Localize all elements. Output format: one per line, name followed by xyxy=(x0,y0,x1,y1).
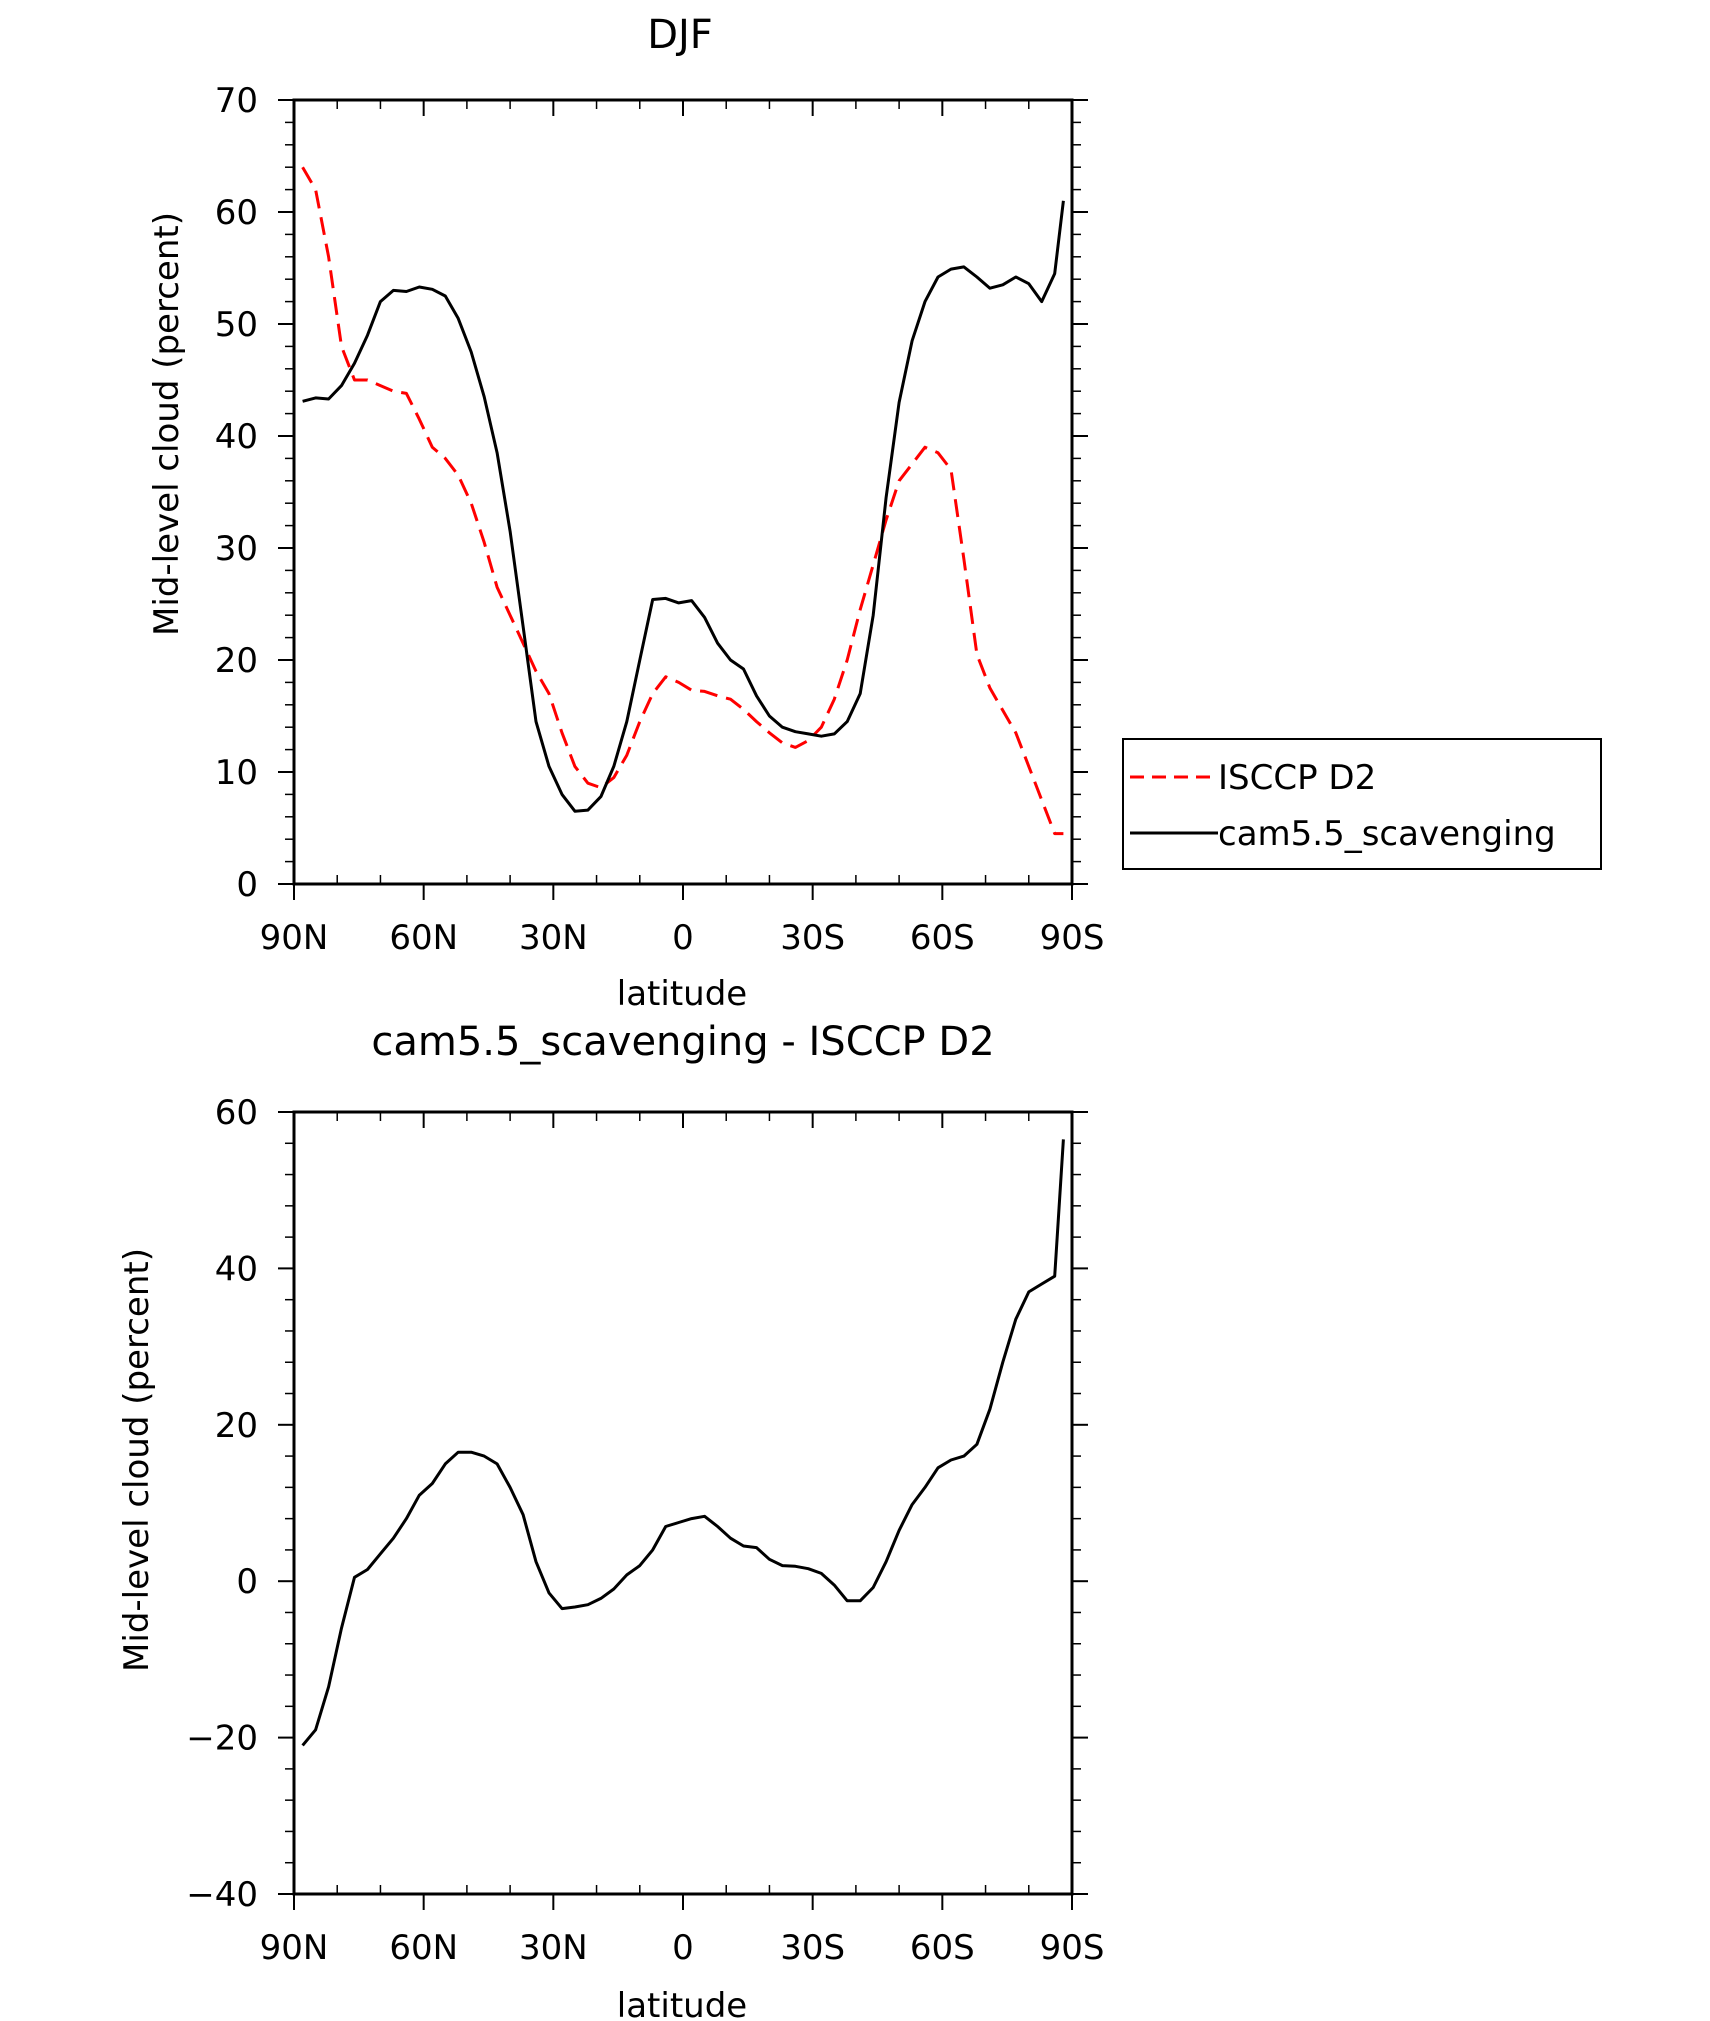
x-tick-label: 60N xyxy=(389,1928,458,1968)
y-tick-label: 30 xyxy=(215,529,258,569)
x-tick-label: 60N xyxy=(389,918,458,958)
series-group xyxy=(301,166,1065,836)
series-group xyxy=(301,1139,1065,1747)
legend: ISCCP D2 cam5.5_scavenging xyxy=(1122,738,1602,870)
x-tick-label: 30N xyxy=(519,918,588,958)
legend-label-isccp: ISCCP D2 xyxy=(1218,758,1376,798)
y-tick-label: 20 xyxy=(215,1406,258,1446)
x-tick-label: 30N xyxy=(519,1928,588,1968)
series-line-difference xyxy=(301,1139,1065,1747)
x-tick-label: 30S xyxy=(780,1928,845,1968)
plot-frame xyxy=(292,1110,1074,1896)
y-tick-label: 0 xyxy=(236,865,258,905)
y-tick-label: 70 xyxy=(215,81,258,121)
x-axis-label: latitude xyxy=(617,974,747,1014)
y-tick-label: −20 xyxy=(186,1719,258,1759)
top-chart: DJF Mid-level cloud (percent) latitude 9… xyxy=(147,12,1602,1014)
y-tick-label: 60 xyxy=(215,1093,258,1133)
x-tick-label: 30S xyxy=(780,918,845,958)
chart-title: cam5.5_scavenging - ISCCP D2 xyxy=(371,1019,994,1065)
chart-title: DJF xyxy=(647,12,713,58)
y-tick-label: 60 xyxy=(215,193,258,233)
y-tick-label: 40 xyxy=(215,417,258,457)
y-tick-label: 20 xyxy=(215,641,258,681)
y-axis-label: Mid-level cloud (percent) xyxy=(117,1248,157,1672)
series-line-cam5-5-scavenging xyxy=(302,200,1065,813)
x-tick-label: 90S xyxy=(1040,1928,1105,1968)
y-tick-label: 10 xyxy=(215,753,258,793)
y-tick-label: 0 xyxy=(236,1562,258,1602)
plot-frame xyxy=(292,98,1074,886)
axis-ticks: 90N 60N 30N 0 30S 60S 90S 0 10 20 30 40 50 60 70 xyxy=(215,81,1105,958)
x-tick-label: 90S xyxy=(1040,918,1105,958)
y-tick-label: −40 xyxy=(186,1875,258,1915)
y-tick-label: 50 xyxy=(215,305,258,345)
x-tick-label: 60S xyxy=(910,1928,975,1968)
legend-box xyxy=(1122,738,1602,870)
legend-label-cam: cam5.5_scavenging xyxy=(1218,814,1556,854)
y-tick-label: 40 xyxy=(215,1249,258,1289)
axis-ticks: 90N 60N 30N 0 30S 60S 90S −40 −20 0 20 40 60 xyxy=(186,1093,1104,1968)
x-axis-label: latitude xyxy=(617,1986,747,2021)
bottom-chart: cam5.5_scavenging - ISCCP D2 Mid-level c… xyxy=(117,1019,1104,2021)
x-tick-label: 0 xyxy=(672,1928,694,1968)
x-tick-label: 60S xyxy=(910,918,975,958)
x-tick-label: 90N xyxy=(260,918,329,958)
y-axis-label: Mid-level cloud (percent) xyxy=(147,212,187,636)
x-tick-label: 90N xyxy=(260,1928,329,1968)
series-line-isccp-d2 xyxy=(301,166,1064,836)
x-tick-label: 0 xyxy=(672,918,694,958)
